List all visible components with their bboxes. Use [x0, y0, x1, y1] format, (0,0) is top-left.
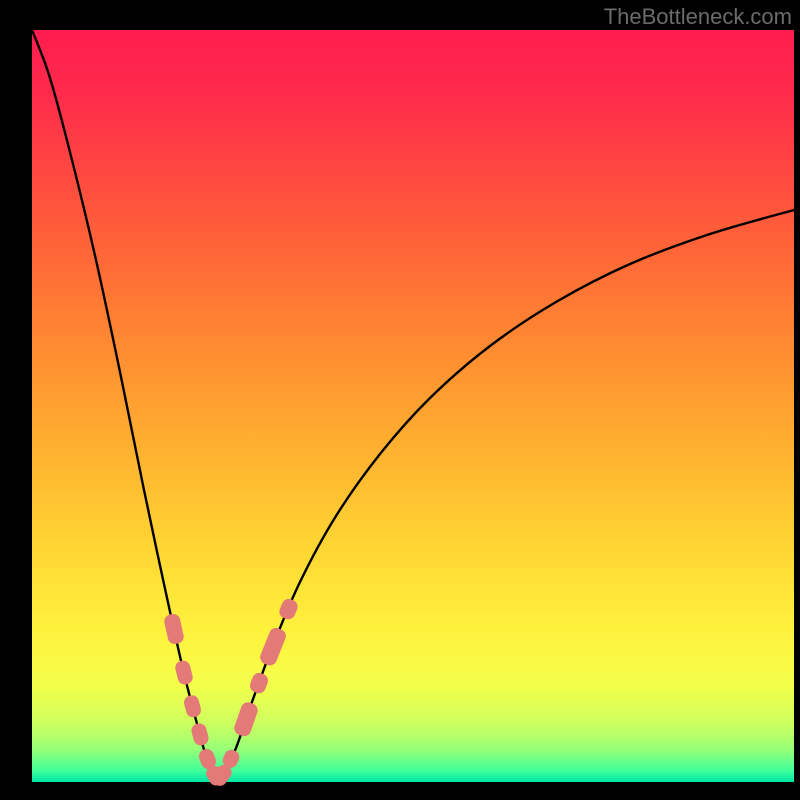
bottleneck-curve: [32, 30, 794, 781]
curve-marker: [232, 700, 259, 738]
curve-marker: [190, 722, 210, 747]
curve-marker: [277, 597, 300, 622]
curve-layer: [0, 0, 800, 800]
stage: TheBottleneck.com: [0, 0, 800, 800]
curve-marker: [183, 694, 203, 719]
curve-marker: [248, 671, 270, 695]
curve-marker: [174, 659, 194, 686]
marker-group: [163, 597, 300, 789]
curve-marker: [258, 626, 288, 668]
curve-marker: [163, 613, 185, 646]
